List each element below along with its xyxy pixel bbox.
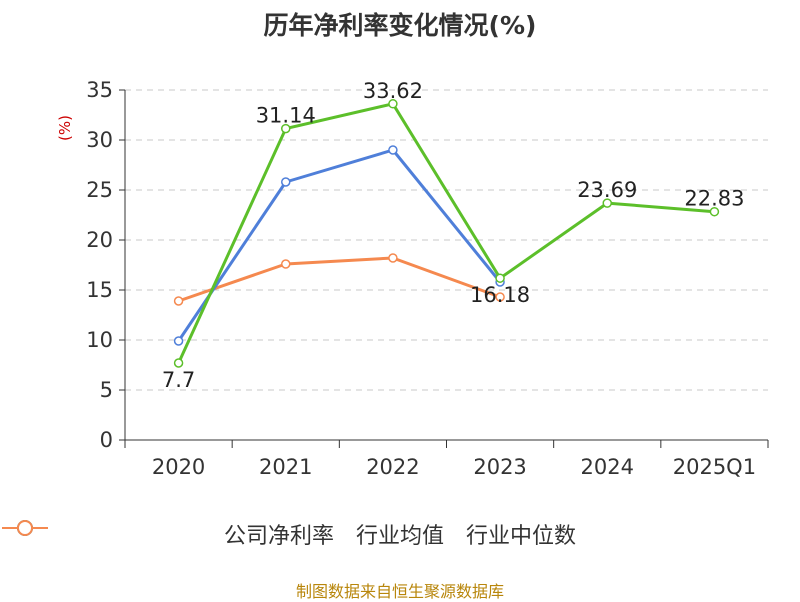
x-tick-label-4: 2024: [581, 455, 634, 479]
legend-marker-2: [2, 520, 48, 536]
y-tick-label-4: 20: [86, 228, 113, 252]
data-label-4: 23.69: [577, 178, 637, 202]
data-label-1: 31.14: [256, 104, 316, 128]
x-tick-label-1: 2021: [259, 455, 312, 479]
data-label-0: 7.7: [162, 368, 195, 392]
y-tick-label-6: 30: [86, 128, 113, 152]
series-0-point-3: [495, 273, 505, 283]
series-2-point-2: [388, 253, 398, 263]
series-line-2: [178, 256, 501, 303]
series-0-point-1: [281, 123, 291, 134]
source-note: 制图数据来自恒生聚源数据库: [295, 582, 504, 601]
x-tick-label-5: 2025Q1: [673, 455, 756, 479]
x-tick-label-3: 2023: [473, 455, 526, 479]
data-label-2: 33.62: [363, 79, 423, 103]
y-axis-label: (%): [56, 115, 74, 141]
y-tick-label-1: 5: [100, 378, 113, 402]
series-2-point-3: [495, 292, 505, 302]
chart-title: 历年净利率变化情况(%): [263, 11, 537, 40]
y-tick-label-5: 25: [86, 178, 113, 202]
series-0-point-2: [388, 99, 398, 109]
legend-item-2[interactable]: 行业中位数: [2, 518, 577, 550]
legend-item-1[interactable]: 行业均值: [2, 518, 444, 550]
series-0-point-4: [602, 198, 612, 208]
legend: 公司净利率 行业均值 行业中位数: [0, 518, 800, 550]
legend-label-0: 公司净利率: [223, 524, 334, 549]
series-line-1: [177, 148, 502, 342]
series-1-point-2: [388, 145, 398, 155]
legend-item-0[interactable]: 公司净利率: [2, 518, 334, 550]
series-2-point-0: [173, 296, 184, 306]
series-0-point-5: [709, 206, 720, 217]
y-tick-label-0: 0: [100, 428, 113, 452]
y-tick-label-3: 15: [86, 278, 113, 302]
data-label-5: 22.83: [684, 187, 744, 211]
series-line-0: [177, 102, 715, 364]
series-0-point-0: [173, 358, 184, 368]
data-label-3: 16.18: [470, 283, 530, 307]
legend-label-1: 行业均值: [355, 524, 444, 549]
series-1-point-1: [281, 177, 291, 187]
legend-label-2: 行业中位数: [466, 524, 577, 549]
x-tick-label-2: 2022: [366, 455, 419, 479]
series-1-point-0: [173, 336, 184, 346]
series-2-point-1: [281, 259, 291, 269]
y-tick-label-7: 35: [86, 78, 113, 102]
x-tick-label-0: 2020: [152, 455, 205, 479]
y-tick-label-2: 10: [86, 328, 113, 352]
